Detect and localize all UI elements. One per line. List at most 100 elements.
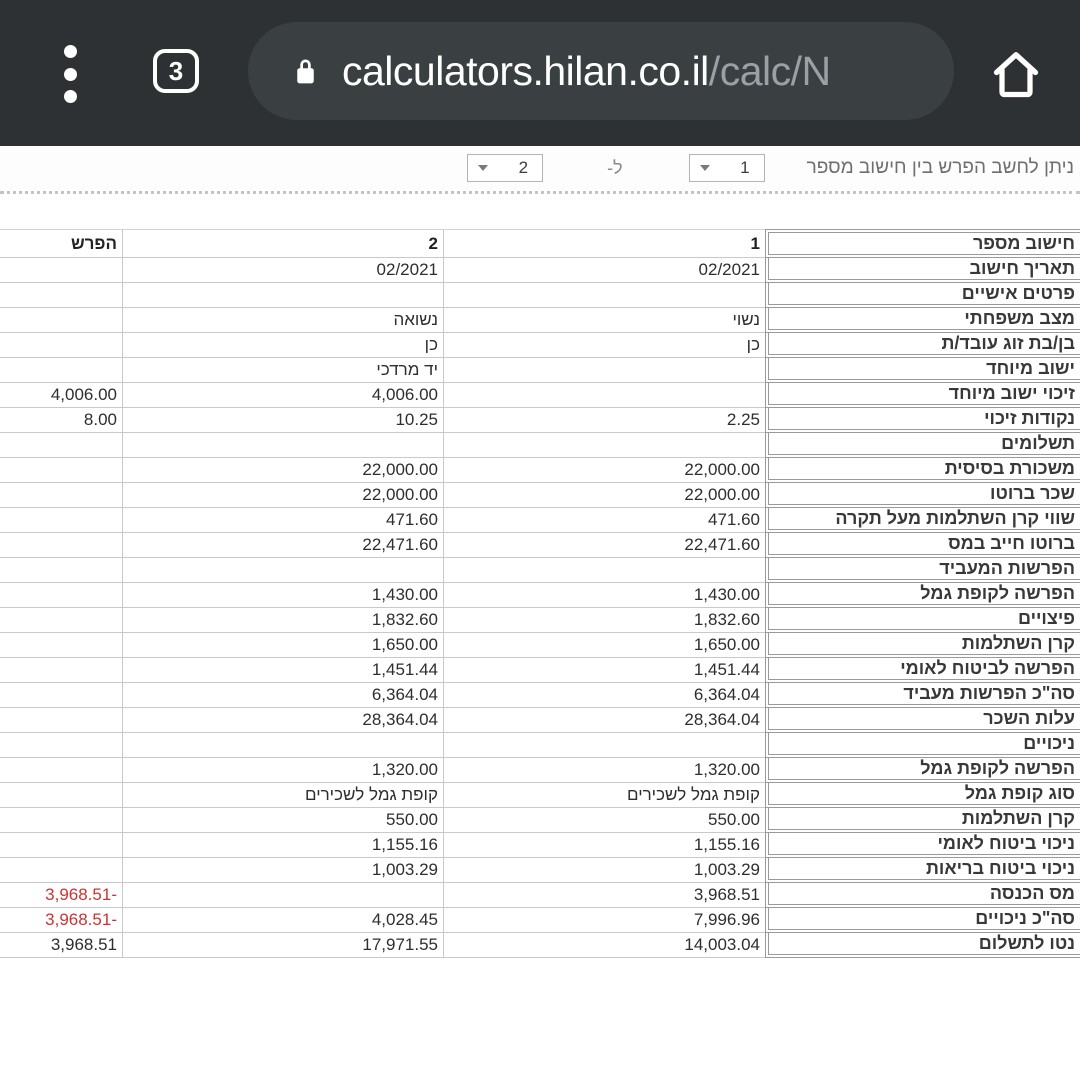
table-row: הפרשה לביטוח לאומי 1,451.44 1,451.44 [0, 658, 1080, 683]
url-path: /calc/N [708, 47, 831, 94]
calc1-value: 7,996.96 [443, 908, 765, 933]
row-label: ברוטו חייב במס [765, 533, 1080, 558]
row-label: תשלומים [765, 433, 1080, 458]
calc1-value: כן [443, 333, 765, 358]
row-label: שכר ברוטו [765, 483, 1080, 508]
calc2-value [122, 883, 443, 908]
calc1-value: 1,430.00 [443, 583, 765, 608]
calc2-value: 550.00 [122, 808, 443, 833]
section-row: הפרשות המעביד [0, 558, 1080, 583]
calc2-value: 1,832.60 [122, 608, 443, 633]
table-row: עלות השכר 28,364.04 28,364.04 [0, 708, 1080, 733]
row-label: בן/בת זוג עובד/ת [765, 333, 1080, 358]
table-row: שכר ברוטו 22,000.00 22,000.00 [0, 483, 1080, 508]
calc1-value: 2.25 [443, 408, 765, 433]
calc1-value: 550.00 [443, 808, 765, 833]
calc1-value: 1,832.60 [443, 608, 765, 633]
calc1-value [443, 433, 765, 458]
calc1-value [443, 558, 765, 583]
row-label: הפרשה לקופת גמל [765, 583, 1080, 608]
calc2-value [122, 433, 443, 458]
select-2-value: 2 [518, 158, 529, 177]
tab-counter[interactable]: 3 [153, 49, 199, 93]
table-row: ניכוי ביטוח לאומי 1,155.16 1,155.16 [0, 833, 1080, 858]
table-row: ישוב מיוחד יד מרדכי [0, 358, 1080, 383]
diff-value [0, 283, 122, 308]
row-label: חישוב מספר [765, 229, 1080, 258]
calc2-value: 22,000.00 [122, 483, 443, 508]
salary-comparison-table: חישוב מספר 1 2 הפרש תאריך חישוב 02/2021 02/20… [0, 229, 1080, 958]
table-row: הפרשה לקופת גמל 1,430.00 1,430.00 [0, 583, 1080, 608]
comparison-controls: ניתן לחשב הפרש בין חישוב מספר 1 ל- 2 [0, 146, 1080, 190]
section-row: תשלומים [0, 433, 1080, 458]
row-label: נקודות זיכוי [765, 408, 1080, 433]
instruction-text: ניתן לחשב הפרש בין חישוב מספר [806, 157, 1074, 178]
calc1-value: 22,000.00 [443, 483, 765, 508]
separator-label: ל- [607, 157, 623, 178]
row-label: עלות השכר [765, 708, 1080, 733]
diff-value [0, 783, 122, 808]
diff-value [0, 533, 122, 558]
calc2-value: 17,971.55 [122, 933, 443, 958]
calc1-value: 22,000.00 [443, 458, 765, 483]
calc2-value: 22,000.00 [122, 458, 443, 483]
calc1-value: 1,320.00 [443, 758, 765, 783]
url-host: calculators.hilan.co.il [342, 47, 709, 94]
calc1-header: 1 [443, 229, 765, 258]
calc1-value: קופת גמל לשכירים [443, 783, 765, 808]
calc1-value: 1,155.16 [443, 833, 765, 858]
calc2-header: 2 [122, 229, 443, 258]
calc1-value [443, 383, 765, 408]
calc1-value: נשוי [443, 308, 765, 333]
table-row: קרן השתלמות 1,650.00 1,650.00 [0, 633, 1080, 658]
calc-number-select-1[interactable]: 1 [688, 154, 765, 182]
diff-header: הפרש [0, 229, 122, 258]
table-row: משכורת בסיסית 22,000.00 22,000.00 [0, 458, 1080, 483]
calc1-value [443, 358, 765, 383]
calc1-value: 1,003.29 [443, 858, 765, 883]
table-row: סה"כ הפרשות מעביד 6,364.04 6,364.04 [0, 683, 1080, 708]
home-icon[interactable] [986, 44, 1046, 104]
table-row: זיכוי ישוב מיוחד 4,006.00 4,006.00 [0, 383, 1080, 408]
calc-number-select-2[interactable]: 2 [467, 154, 544, 182]
calc2-value: 1,003.29 [122, 858, 443, 883]
row-label: ניכויים [765, 733, 1080, 758]
diff-value [0, 258, 122, 283]
diff-value: -3,968.51 [0, 908, 122, 933]
diff-value [0, 583, 122, 608]
three-dot-menu-icon[interactable] [64, 45, 78, 103]
row-label: פיצויים [765, 608, 1080, 633]
calc2-value: 1,430.00 [122, 583, 443, 608]
calc2-value: 1,650.00 [122, 633, 443, 658]
calc1-value: 1,451.44 [443, 658, 765, 683]
diff-value [0, 658, 122, 683]
diff-value [0, 708, 122, 733]
table-row: תאריך חישוב 02/2021 02/2021 [0, 258, 1080, 283]
select-1-value: 1 [740, 158, 750, 177]
diff-value [0, 608, 122, 633]
row-label: הפרשה לביטוח לאומי [765, 658, 1080, 683]
calc2-value: 6,364.04 [122, 683, 443, 708]
table-row: פיצויים 1,832.60 1,832.60 [0, 608, 1080, 633]
diff-value [0, 858, 122, 883]
diff-value: 4,006.00 [0, 383, 122, 408]
calc2-value [122, 733, 443, 758]
lock-icon [297, 59, 314, 84]
url-omnibox[interactable]: calculators.hilan.co.il/calc/N [248, 22, 954, 120]
browser-toolbar: 3 calculators.hilan.co.il/calc/N [0, 0, 1080, 146]
calc2-value: 1,451.44 [122, 658, 443, 683]
diff-value: -3,968.51 [0, 883, 122, 908]
table-row: נטו לתשלום 14,003.04 17,971.55 3,968.51 [0, 933, 1080, 958]
row-label: הפרשה לקופת גמל [765, 758, 1080, 783]
calc2-value: 28,364.04 [122, 708, 443, 733]
chevron-down-icon [699, 165, 710, 171]
calc1-value: 3,968.51 [443, 883, 765, 908]
diff-value [0, 308, 122, 333]
dotted-divider [0, 191, 1080, 194]
section-row: ניכויים [0, 733, 1080, 758]
table-row: מצב משפחתי נשוי נשואה [0, 308, 1080, 333]
row-label: ניכוי ביטוח בריאות [765, 858, 1080, 883]
calc1-value: 02/2021 [443, 258, 765, 283]
calc1-value: 22,471.60 [443, 533, 765, 558]
